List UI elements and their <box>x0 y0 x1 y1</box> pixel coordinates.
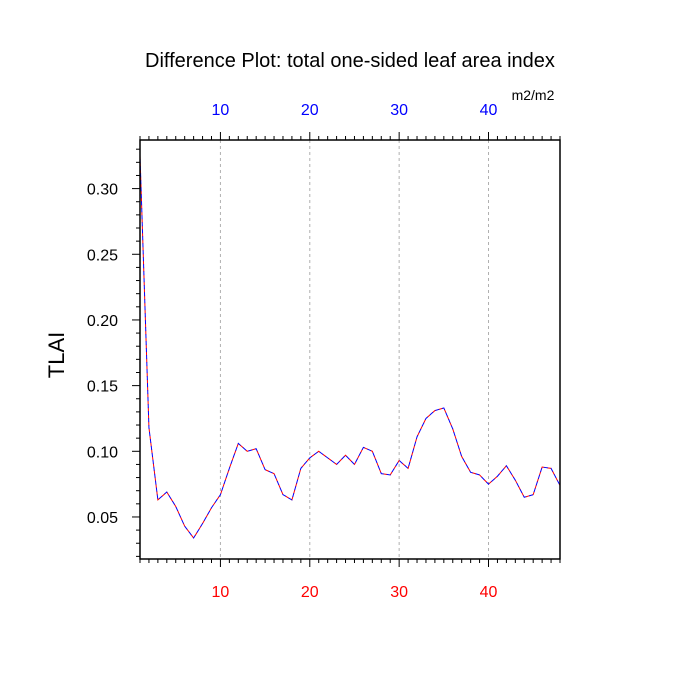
series-line-1 <box>139 155 561 539</box>
y-tick-label: 0.05 <box>87 510 118 527</box>
gridlines <box>219 140 490 559</box>
y-tick-label: 0.25 <box>87 247 118 264</box>
x-tick-label-bottom: 20 <box>301 584 319 601</box>
y-tick-label: 0.10 <box>87 444 118 461</box>
series-lines <box>139 155 561 539</box>
x-tick-label-top: 20 <box>301 102 319 119</box>
x-tick-label-top: 40 <box>480 102 498 119</box>
x-tick-label-top: 30 <box>390 102 408 119</box>
y-axis-label: TLAI <box>44 332 69 378</box>
x-tick-label-bottom: 10 <box>212 584 230 601</box>
units-label: m2/m2 <box>512 87 555 103</box>
chart-title: Difference Plot: total one-sided leaf ar… <box>145 50 555 72</box>
y-tick-label: 0.30 <box>87 182 118 199</box>
axis-ticks <box>132 132 561 567</box>
y-tick-label: 0.15 <box>87 379 118 396</box>
x-tick-label-bottom: 30 <box>390 584 408 601</box>
tick-labels: 10 10 20 20 30 30 40 40 0.05 0.10 0.15 0.20 0.25 0.30 <box>87 102 498 601</box>
y-tick-label: 0.20 <box>87 313 118 330</box>
x-tick-label-top: 10 <box>212 102 230 119</box>
plot-frame <box>139 139 561 560</box>
series-line-2 <box>139 155 561 539</box>
x-tick-label-bottom: 40 <box>480 584 498 601</box>
